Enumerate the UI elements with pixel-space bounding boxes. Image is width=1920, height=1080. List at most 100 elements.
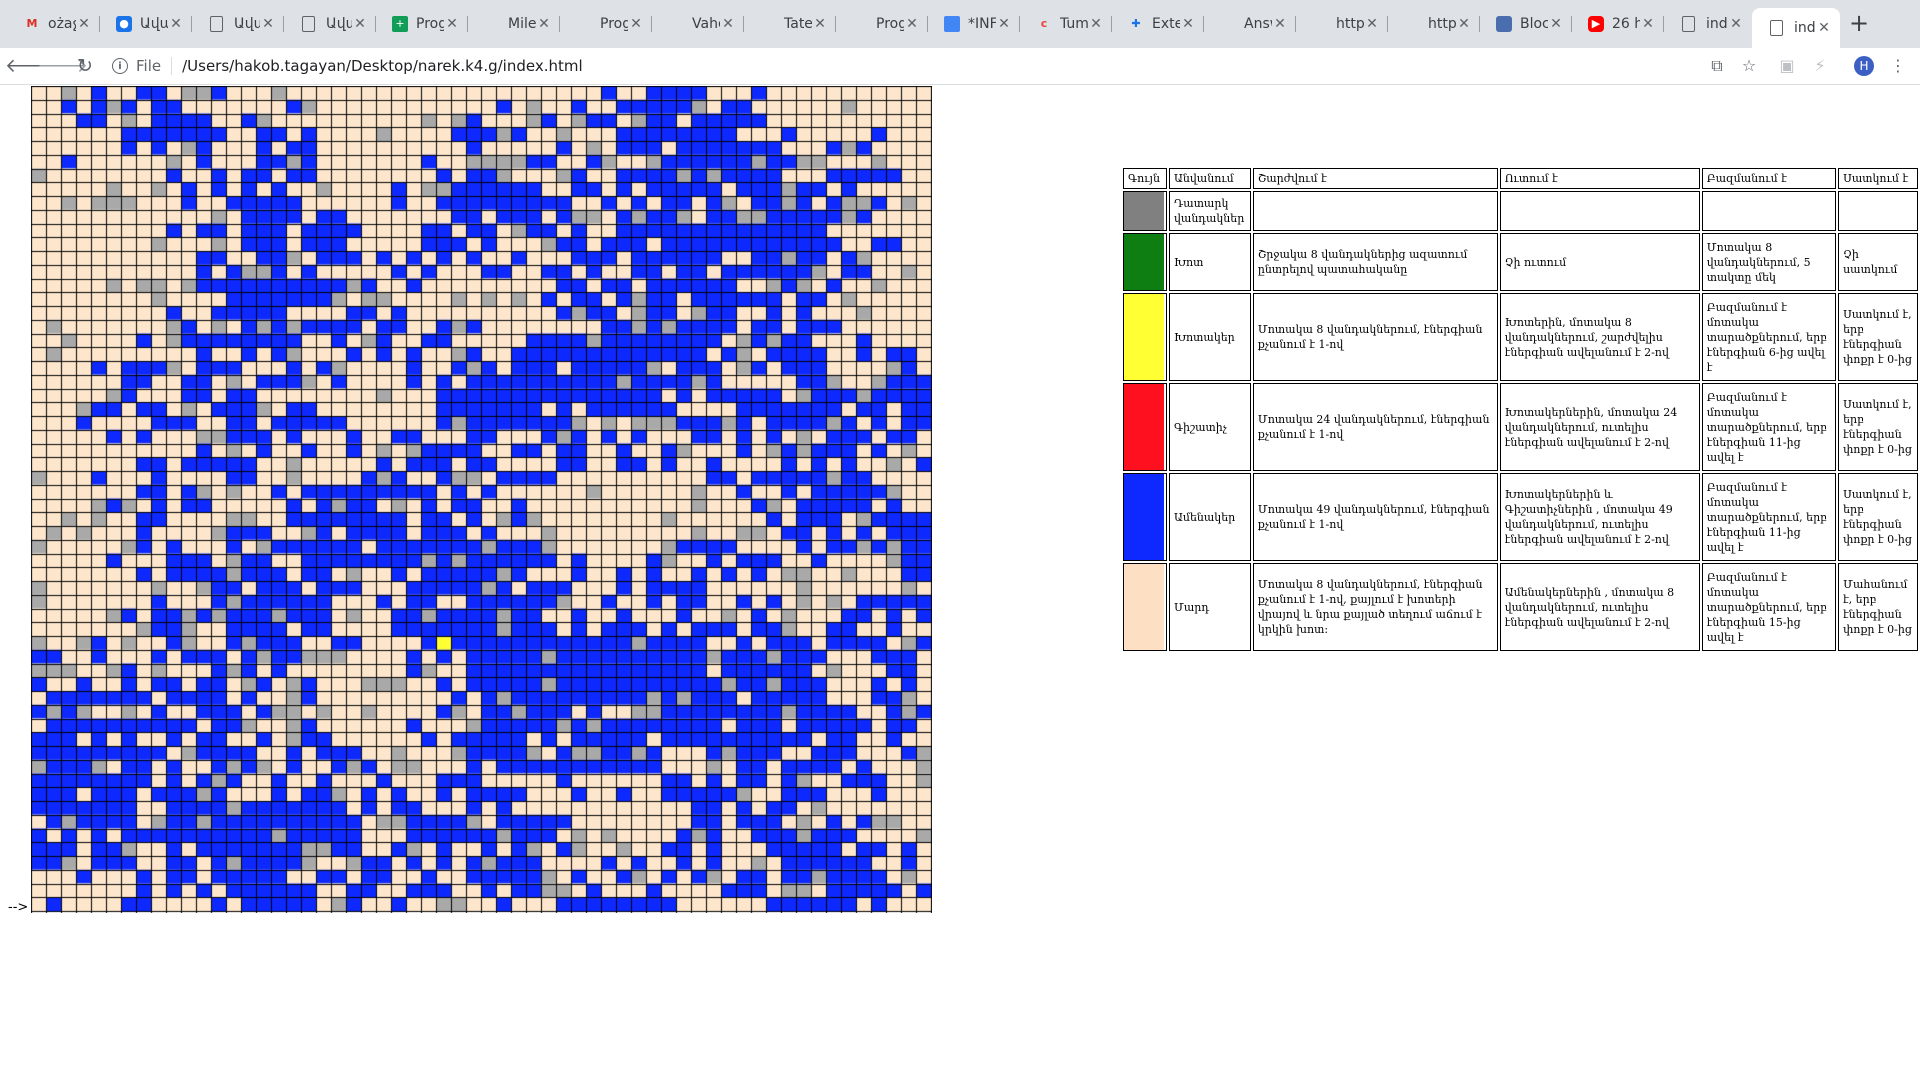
close-icon[interactable]: ✕ bbox=[1458, 16, 1470, 32]
header-multiplies: Բազմանում է bbox=[1701, 168, 1837, 189]
row-name: Գիշատիչ bbox=[1168, 383, 1251, 471]
row-multiplies: Բազմանում է մոտակա տարածքներում, երբ էնե… bbox=[1701, 383, 1837, 471]
profile-avatar[interactable]: H bbox=[1854, 56, 1874, 76]
close-icon[interactable]: ✕ bbox=[814, 16, 826, 32]
tab-microsoft[interactable]: Answ ✕ bbox=[1204, 8, 1296, 40]
close-icon[interactable]: ✕ bbox=[1274, 16, 1286, 32]
legend-row: Գիշատիչ Մոտակա 24 վանդակներում, էներգիան… bbox=[1123, 383, 1918, 471]
contacts-icon: ● bbox=[116, 16, 132, 32]
microsoft-icon bbox=[852, 16, 868, 32]
legend-row: Մարդ Մոտակա 8 վանդակներում, էներգիան քչա… bbox=[1123, 563, 1918, 651]
address-bar[interactable]: i File /Users/hakob.tagayan/Desktop/nare… bbox=[112, 51, 1780, 81]
tab-google-docs[interactable]: *INF ✕ bbox=[928, 8, 1020, 40]
tab-title: Miler bbox=[508, 16, 536, 32]
close-icon[interactable]: ✕ bbox=[354, 16, 366, 32]
close-icon[interactable]: ✕ bbox=[1642, 16, 1654, 32]
row-dies: Սատկում է, երբ էներգիան փոքր է 0-ից bbox=[1838, 293, 1918, 381]
close-icon[interactable]: ✕ bbox=[446, 16, 458, 32]
reload-button[interactable]: ↻ bbox=[77, 55, 93, 77]
row-eats: Խոտակերներին, մոտակա 24 վանդակներում, ու… bbox=[1499, 383, 1700, 471]
tab-title: index bbox=[1794, 20, 1816, 36]
document-icon bbox=[210, 16, 223, 32]
close-icon[interactable]: ✕ bbox=[538, 16, 550, 32]
row-name: Դատարկ վանդակներ bbox=[1168, 191, 1251, 231]
row-eats: Ամենակերներին , մոտակա 8 վանդակներում, ո… bbox=[1499, 563, 1700, 651]
close-icon[interactable]: ✕ bbox=[1182, 16, 1194, 32]
row-dies bbox=[1838, 191, 1918, 231]
tab-title: Ավայ bbox=[140, 16, 168, 32]
row-multiplies: Բազմանում է մոտակա տարածքներում, երբ էնե… bbox=[1701, 293, 1837, 381]
row-eats: Չի ուտում bbox=[1499, 233, 1700, 291]
color-swatch bbox=[1123, 563, 1167, 651]
close-icon[interactable]: ✕ bbox=[722, 16, 734, 32]
tab-index[interactable]: index ✕ bbox=[1664, 8, 1752, 40]
header-color: Գույն bbox=[1123, 168, 1167, 189]
tab-title: ożaջ bbox=[48, 16, 76, 32]
tab-microsoft[interactable]: Prog ✕ bbox=[560, 8, 652, 40]
extension-icon[interactable]: ▣ bbox=[1779, 56, 1795, 75]
tab-microsoft[interactable]: Vahe ✕ bbox=[652, 8, 744, 40]
browser-toolbar: 🡐 🡒 ↻ i File /Users/hakob.tagayan/Deskto… bbox=[0, 48, 1920, 85]
legend-row: Խոտակեր Մոտակա 8 վանդակներում, էներգիան … bbox=[1123, 293, 1918, 381]
legend-row: Ամենակեր Մոտակա 49 վանդակներում, էներգիա… bbox=[1123, 473, 1918, 561]
legend-table: Գույն Անվանում Շարժվում է Ուտում է Բազմա… bbox=[1121, 166, 1920, 653]
tab-microsoft[interactable]: https ✕ bbox=[1388, 8, 1480, 40]
close-icon[interactable]: ✕ bbox=[1550, 16, 1562, 32]
legend-row: Դատարկ վանդակներ bbox=[1123, 191, 1918, 231]
tab-microsoft[interactable]: Tate ✕ bbox=[744, 8, 836, 40]
close-icon[interactable]: ✕ bbox=[262, 16, 274, 32]
header-moves: Շարժվում է bbox=[1252, 168, 1498, 189]
close-icon[interactable]: ✕ bbox=[1366, 16, 1378, 32]
document-icon bbox=[302, 16, 315, 32]
document-icon bbox=[1682, 16, 1695, 32]
close-icon[interactable]: ✕ bbox=[78, 16, 90, 32]
row-eats: Խոտակերներին և Գիշատիչներին , մոտակա 49 … bbox=[1499, 473, 1700, 561]
tab-gmail[interactable]: M ożaջ ✕ bbox=[8, 8, 100, 40]
tab-tumblr[interactable]: c Tumb ✕ bbox=[1020, 8, 1112, 40]
game-canvas[interactable] bbox=[31, 86, 932, 913]
translate-icon[interactable]: ⧉ bbox=[1711, 56, 1723, 75]
tab-microsoft[interactable]: Prog ✕ bbox=[836, 8, 928, 40]
new-tab-button[interactable]: + bbox=[1848, 9, 1870, 37]
info-icon[interactable]: i bbox=[112, 58, 128, 74]
tab-title: Answ bbox=[1244, 16, 1272, 32]
tab-strip: M ożaջ ✕ ● Ավայ ✕ Ավայ ✕ Ավայ ✕ + Prog ✕… bbox=[0, 0, 1920, 48]
row-moves: Մոտակա 8 վանդակներում, էներգիան քչանում … bbox=[1252, 293, 1498, 381]
microsoft-icon bbox=[1312, 16, 1328, 32]
close-icon[interactable]: ✕ bbox=[998, 16, 1010, 32]
tab-document[interactable]: Ավայ ✕ bbox=[192, 8, 284, 40]
color-swatch bbox=[1123, 191, 1167, 231]
row-dies: Սատկում է, երբ էներգիան փոքր է 0-ից bbox=[1838, 473, 1918, 561]
tab-title: Prog bbox=[416, 16, 444, 32]
close-icon[interactable]: ✕ bbox=[630, 16, 642, 32]
close-icon[interactable]: ✕ bbox=[1730, 16, 1742, 32]
tab-youtube[interactable]: ▶ 26 h ✕ bbox=[1572, 8, 1664, 40]
extension-icon: ✚ bbox=[1131, 17, 1141, 30]
close-icon[interactable]: ✕ bbox=[906, 16, 918, 32]
gmail-icon: M bbox=[26, 17, 38, 30]
close-icon[interactable]: ✕ bbox=[1090, 16, 1102, 32]
row-moves: Մոտակա 49 վանդակներում, էներգիան քչանում… bbox=[1252, 473, 1498, 561]
microsoft-icon bbox=[668, 16, 684, 32]
row-moves bbox=[1252, 191, 1498, 231]
row-multiplies: Բազմանում է մոտակա տարածքներում, երբ էնե… bbox=[1701, 563, 1837, 651]
extension-icon[interactable]: ⚡ bbox=[1814, 56, 1826, 75]
tab-sheets[interactable]: + Prog ✕ bbox=[376, 8, 468, 40]
tab-microsoft[interactable]: https ✕ bbox=[1296, 8, 1388, 40]
tab-microsoft[interactable]: Miler ✕ bbox=[468, 8, 560, 40]
tab-contacts[interactable]: ● Ավայ ✕ bbox=[100, 8, 192, 40]
back-button[interactable]: 🡐 bbox=[5, 55, 56, 77]
tab-index-active[interactable]: index ✕ bbox=[1752, 8, 1840, 48]
close-icon[interactable]: ✕ bbox=[170, 16, 182, 32]
row-dies: Չի սատկում bbox=[1838, 233, 1918, 291]
tab-extensions[interactable]: ✚ Exte ✕ bbox=[1112, 8, 1204, 40]
tab-document[interactable]: Ավայ ✕ bbox=[284, 8, 376, 40]
row-multiplies bbox=[1701, 191, 1837, 231]
forward-button[interactable]: 🡒 bbox=[37, 55, 88, 77]
menu-kebab-icon[interactable]: ⋮ bbox=[1890, 56, 1906, 75]
url-text[interactable]: /Users/hakob.tagayan/Desktop/narek.k4.g/… bbox=[182, 57, 583, 75]
bookmark-star-icon[interactable]: ☆ bbox=[1741, 56, 1757, 75]
close-icon[interactable]: ✕ bbox=[1818, 20, 1830, 36]
tab-title: *INF bbox=[968, 16, 996, 32]
tab-blockly[interactable]: Block ✕ bbox=[1480, 8, 1572, 40]
